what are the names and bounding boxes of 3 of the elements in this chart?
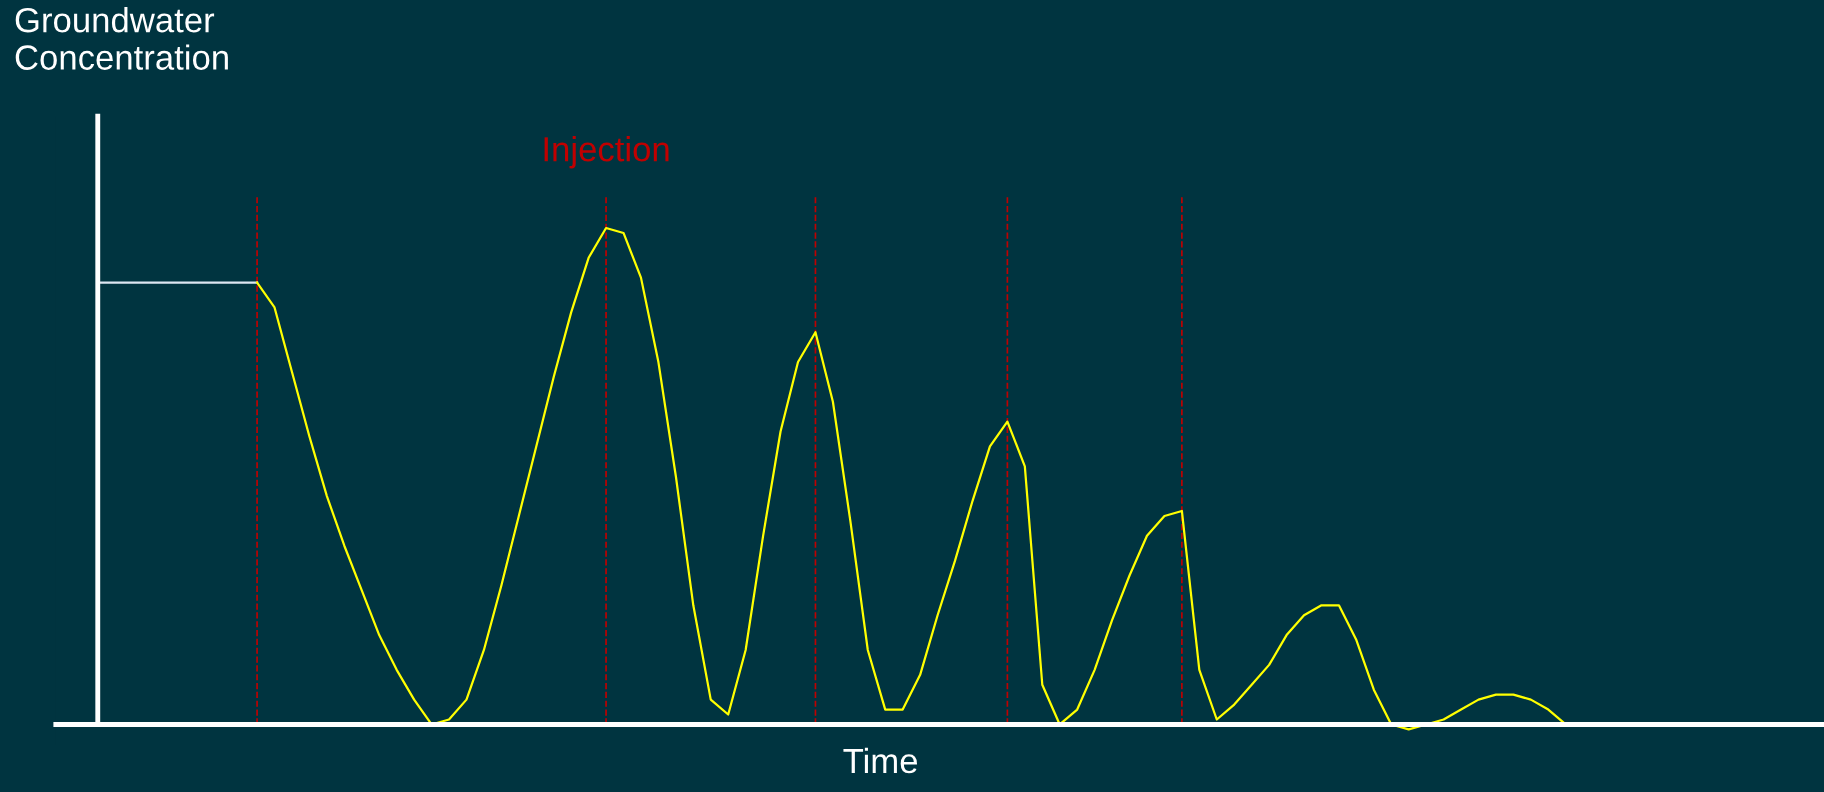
x-axis-title: Time — [843, 747, 917, 774]
text: Injection — [544, 136, 669, 169]
y-axis-title: Groundwater Concentration — [15, 6, 228, 70]
